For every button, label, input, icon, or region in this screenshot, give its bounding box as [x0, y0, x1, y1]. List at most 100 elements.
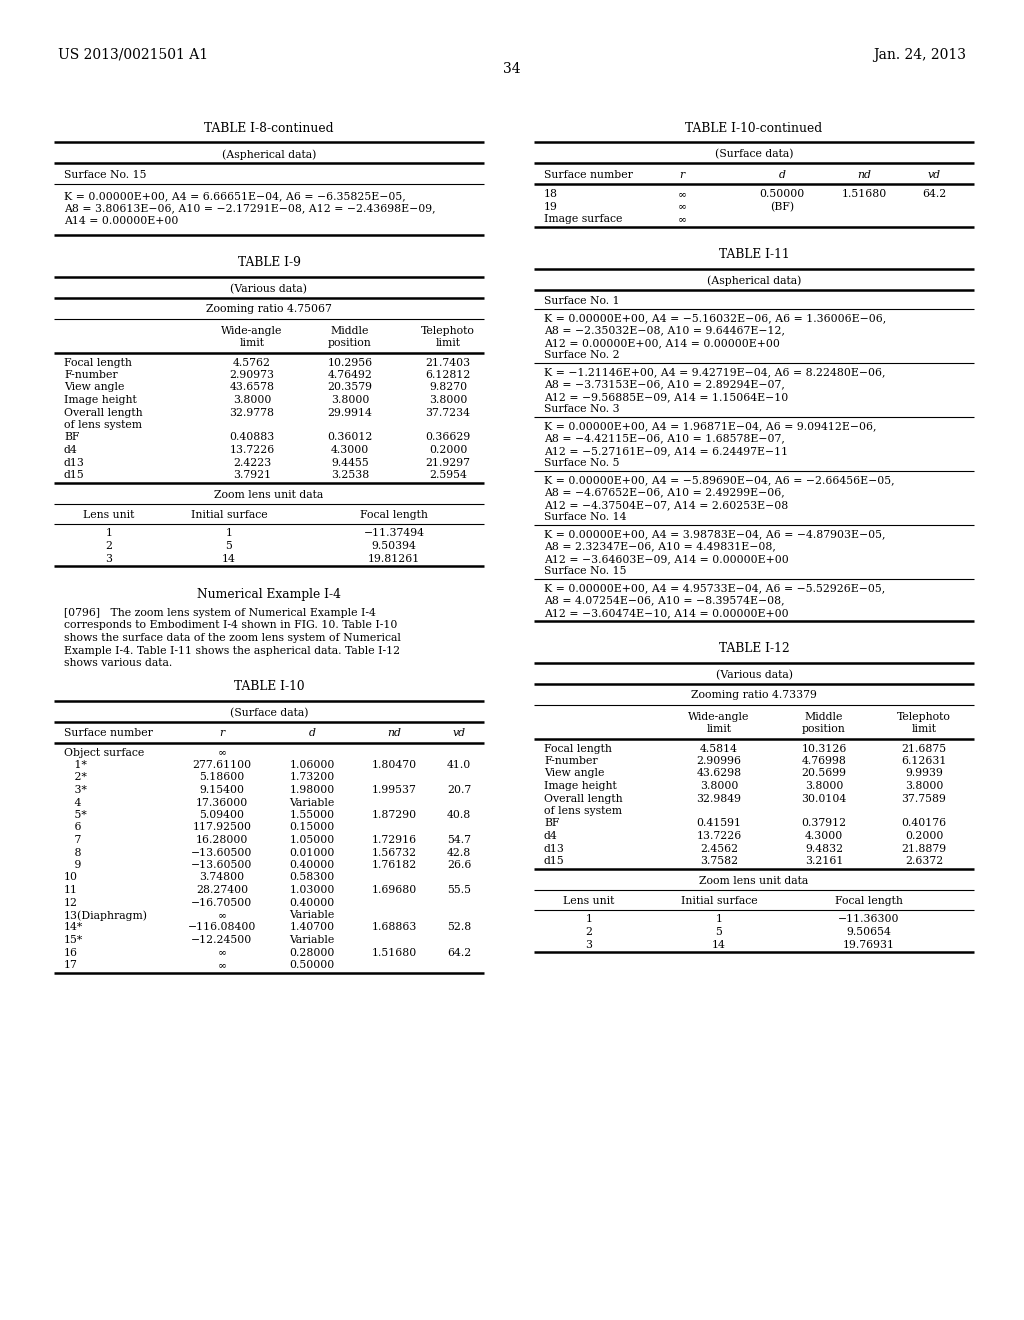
Text: nd: nd	[387, 729, 401, 738]
Text: Numerical Example I-4: Numerical Example I-4	[197, 587, 341, 601]
Text: 54.7: 54.7	[447, 836, 471, 845]
Text: Surface No. 15: Surface No. 15	[63, 170, 146, 180]
Text: 2.6372: 2.6372	[905, 855, 943, 866]
Text: 13(Diaphragm): 13(Diaphragm)	[63, 909, 148, 920]
Text: 1.72916: 1.72916	[372, 836, 417, 845]
Text: BF: BF	[544, 818, 559, 829]
Text: 2*: 2*	[63, 772, 87, 783]
Text: 19.81261: 19.81261	[368, 553, 420, 564]
Text: 0.40000: 0.40000	[290, 898, 335, 908]
Text: −11.37494: −11.37494	[364, 528, 425, 539]
Text: A8 = 2.32347E−06, A10 = 4.49831E−08,: A8 = 2.32347E−06, A10 = 4.49831E−08,	[544, 541, 776, 552]
Text: 17.36000: 17.36000	[196, 797, 248, 808]
Text: 18: 18	[544, 189, 558, 199]
Text: 2: 2	[586, 927, 593, 937]
Text: TABLE I-10-continued: TABLE I-10-continued	[685, 121, 822, 135]
Text: Focal length: Focal length	[835, 895, 903, 906]
Text: TABLE I-9: TABLE I-9	[238, 256, 300, 269]
Text: r: r	[219, 729, 224, 738]
Text: 0.58300: 0.58300	[290, 873, 335, 883]
Text: BF: BF	[63, 433, 80, 442]
Text: ∞: ∞	[217, 948, 226, 957]
Text: −13.60500: −13.60500	[191, 861, 253, 870]
Text: 5: 5	[716, 927, 723, 937]
Text: 0.40883: 0.40883	[229, 433, 274, 442]
Text: US 2013/0021501 A1: US 2013/0021501 A1	[58, 48, 208, 62]
Text: 0.01000: 0.01000	[290, 847, 335, 858]
Text: Image surface: Image surface	[544, 214, 623, 224]
Text: Wide-angle: Wide-angle	[221, 326, 283, 335]
Text: 1.76182: 1.76182	[372, 861, 417, 870]
Text: 2.4562: 2.4562	[700, 843, 738, 854]
Text: 1.56732: 1.56732	[372, 847, 417, 858]
Text: ∞: ∞	[678, 202, 686, 211]
Text: 1: 1	[716, 915, 723, 924]
Text: Zoom lens unit data: Zoom lens unit data	[699, 875, 809, 886]
Text: Surface No. 3: Surface No. 3	[544, 404, 620, 414]
Text: 5.18600: 5.18600	[200, 772, 245, 783]
Text: 13.7226: 13.7226	[696, 832, 741, 841]
Text: of lens system: of lens system	[544, 807, 622, 816]
Text: shows the surface data of the zoom lens system of Numerical: shows the surface data of the zoom lens …	[63, 634, 400, 643]
Text: 1.05000: 1.05000	[290, 836, 335, 845]
Text: 3.74800: 3.74800	[200, 873, 245, 883]
Text: (BF): (BF)	[770, 202, 794, 211]
Text: Zooming ratio 4.73379: Zooming ratio 4.73379	[691, 690, 817, 701]
Text: ∞: ∞	[678, 214, 686, 224]
Text: shows various data.: shows various data.	[63, 657, 172, 668]
Text: View angle: View angle	[544, 768, 604, 779]
Text: Surface No. 5: Surface No. 5	[544, 458, 620, 469]
Text: 0.40000: 0.40000	[290, 861, 335, 870]
Text: 19.76931: 19.76931	[843, 940, 895, 949]
Text: View angle: View angle	[63, 383, 124, 392]
Text: ∞: ∞	[678, 189, 686, 199]
Text: TABLE I-12: TABLE I-12	[719, 643, 790, 656]
Text: 3.8000: 3.8000	[805, 781, 843, 791]
Text: K = 0.00000E+00, A4 = 1.96871E−04, A6 = 9.09412E−06,: K = 0.00000E+00, A4 = 1.96871E−04, A6 = …	[544, 421, 877, 432]
Text: A8 = −3.73153E−06, A10 = 2.89294E−07,: A8 = −3.73153E−06, A10 = 2.89294E−07,	[544, 380, 784, 389]
Text: 5.09400: 5.09400	[200, 810, 245, 820]
Text: A8 = −4.42115E−06, A10 = 1.68578E−07,: A8 = −4.42115E−06, A10 = 1.68578E−07,	[544, 433, 784, 444]
Text: Jan. 24, 2013: Jan. 24, 2013	[873, 48, 966, 62]
Text: 4.76492: 4.76492	[328, 370, 373, 380]
Text: position: position	[802, 723, 846, 734]
Text: 16: 16	[63, 948, 78, 957]
Text: 1.51680: 1.51680	[842, 189, 887, 199]
Text: limit: limit	[911, 723, 937, 734]
Text: 4.5814: 4.5814	[700, 743, 738, 754]
Text: 32.9778: 32.9778	[229, 408, 274, 417]
Text: 2: 2	[105, 541, 113, 550]
Text: Image height: Image height	[544, 781, 616, 791]
Text: Variable: Variable	[290, 935, 335, 945]
Text: corresponds to Embodiment I-4 shown in FIG. 10. Table I-10: corresponds to Embodiment I-4 shown in F…	[63, 620, 397, 631]
Text: 55.5: 55.5	[447, 884, 471, 895]
Text: Overall length: Overall length	[63, 408, 142, 417]
Text: (Aspherical data): (Aspherical data)	[707, 276, 801, 286]
Text: −16.70500: −16.70500	[191, 898, 253, 908]
Text: A12 = −9.56885E−09, A14 = 1.15064E−10: A12 = −9.56885E−09, A14 = 1.15064E−10	[544, 392, 788, 403]
Text: 117.92500: 117.92500	[193, 822, 252, 833]
Text: K = 0.00000E+00, A4 = 4.95733E−04, A6 = −5.52926E−05,: K = 0.00000E+00, A4 = 4.95733E−04, A6 = …	[544, 583, 886, 593]
Text: 0.28000: 0.28000	[290, 948, 335, 957]
Text: 14*: 14*	[63, 923, 83, 932]
Text: 2.5954: 2.5954	[429, 470, 467, 480]
Text: 10.3126: 10.3126	[802, 743, 847, 754]
Text: Telephoto: Telephoto	[421, 326, 475, 335]
Text: 1.99537: 1.99537	[372, 785, 417, 795]
Text: 4.76998: 4.76998	[802, 756, 847, 766]
Text: Example I-4. Table I-11 shows the aspherical data. Table I-12: Example I-4. Table I-11 shows the aspher…	[63, 645, 400, 656]
Text: 7: 7	[63, 836, 81, 845]
Text: 0.36012: 0.36012	[328, 433, 373, 442]
Text: 19: 19	[544, 202, 558, 211]
Text: 1.03000: 1.03000	[290, 884, 335, 895]
Text: −116.08400: −116.08400	[187, 923, 256, 932]
Text: Focal length: Focal length	[360, 510, 428, 520]
Text: 2.4223: 2.4223	[232, 458, 271, 467]
Text: 13.7226: 13.7226	[229, 445, 274, 455]
Text: (Various data): (Various data)	[230, 284, 307, 294]
Text: 43.6298: 43.6298	[696, 768, 741, 779]
Text: A8 = −2.35032E−08, A10 = 9.64467E−12,: A8 = −2.35032E−08, A10 = 9.64467E−12,	[544, 326, 785, 335]
Text: 21.6875: 21.6875	[901, 743, 946, 754]
Text: Middle: Middle	[331, 326, 370, 335]
Text: 3*: 3*	[63, 785, 87, 795]
